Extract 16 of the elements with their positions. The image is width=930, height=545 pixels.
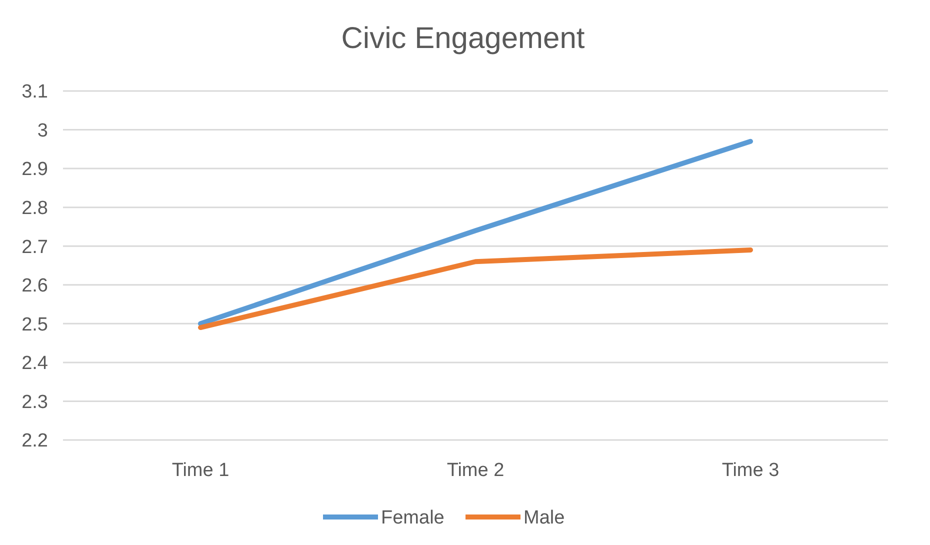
- x-tick-label: Time 3: [722, 460, 780, 481]
- chart-title: Civic Engagement: [341, 22, 586, 55]
- y-tick-label: 2.6: [22, 276, 48, 297]
- legend-label: Female: [381, 508, 444, 529]
- y-tick-label: 2.5: [22, 314, 48, 336]
- x-tick-label: Time 1: [172, 460, 230, 481]
- y-tick-label: 2.7: [22, 236, 48, 258]
- y-tick-label: 2.2: [22, 430, 48, 452]
- y-tick-label: 2.3: [22, 392, 48, 413]
- y-tick-label: 2.8: [22, 198, 48, 219]
- legend-label: Male: [524, 508, 565, 529]
- y-tick-label: 3.1: [22, 82, 48, 103]
- y-tick-label: 3: [37, 120, 48, 142]
- y-tick-label: 2.9: [22, 159, 48, 180]
- y-tick-label: 2.4: [22, 353, 48, 374]
- x-tick-label: Time 2: [446, 460, 504, 481]
